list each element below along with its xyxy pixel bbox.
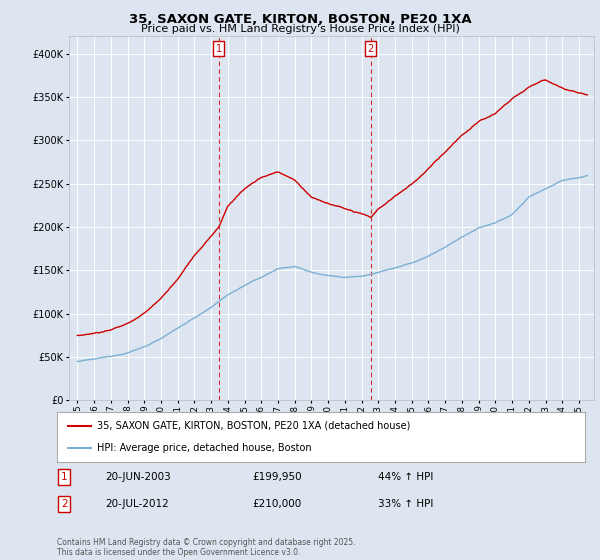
Text: 33% ↑ HPI: 33% ↑ HPI: [378, 499, 433, 509]
Text: 1: 1: [61, 472, 68, 482]
Text: Price paid vs. HM Land Registry's House Price Index (HPI): Price paid vs. HM Land Registry's House …: [140, 24, 460, 34]
Text: 44% ↑ HPI: 44% ↑ HPI: [378, 472, 433, 482]
Text: 2: 2: [368, 44, 374, 54]
Text: £199,950: £199,950: [252, 472, 302, 482]
Text: 20-JUN-2003: 20-JUN-2003: [105, 472, 171, 482]
Text: 2: 2: [61, 499, 68, 509]
Text: 20-JUL-2012: 20-JUL-2012: [105, 499, 169, 509]
Text: 35, SAXON GATE, KIRTON, BOSTON, PE20 1XA (detached house): 35, SAXON GATE, KIRTON, BOSTON, PE20 1XA…: [97, 421, 410, 431]
Text: 1: 1: [216, 44, 222, 54]
Text: 35, SAXON GATE, KIRTON, BOSTON, PE20 1XA: 35, SAXON GATE, KIRTON, BOSTON, PE20 1XA: [128, 13, 472, 26]
Text: £210,000: £210,000: [252, 499, 301, 509]
Text: HPI: Average price, detached house, Boston: HPI: Average price, detached house, Bost…: [97, 443, 311, 453]
Text: Contains HM Land Registry data © Crown copyright and database right 2025.
This d: Contains HM Land Registry data © Crown c…: [57, 538, 355, 557]
